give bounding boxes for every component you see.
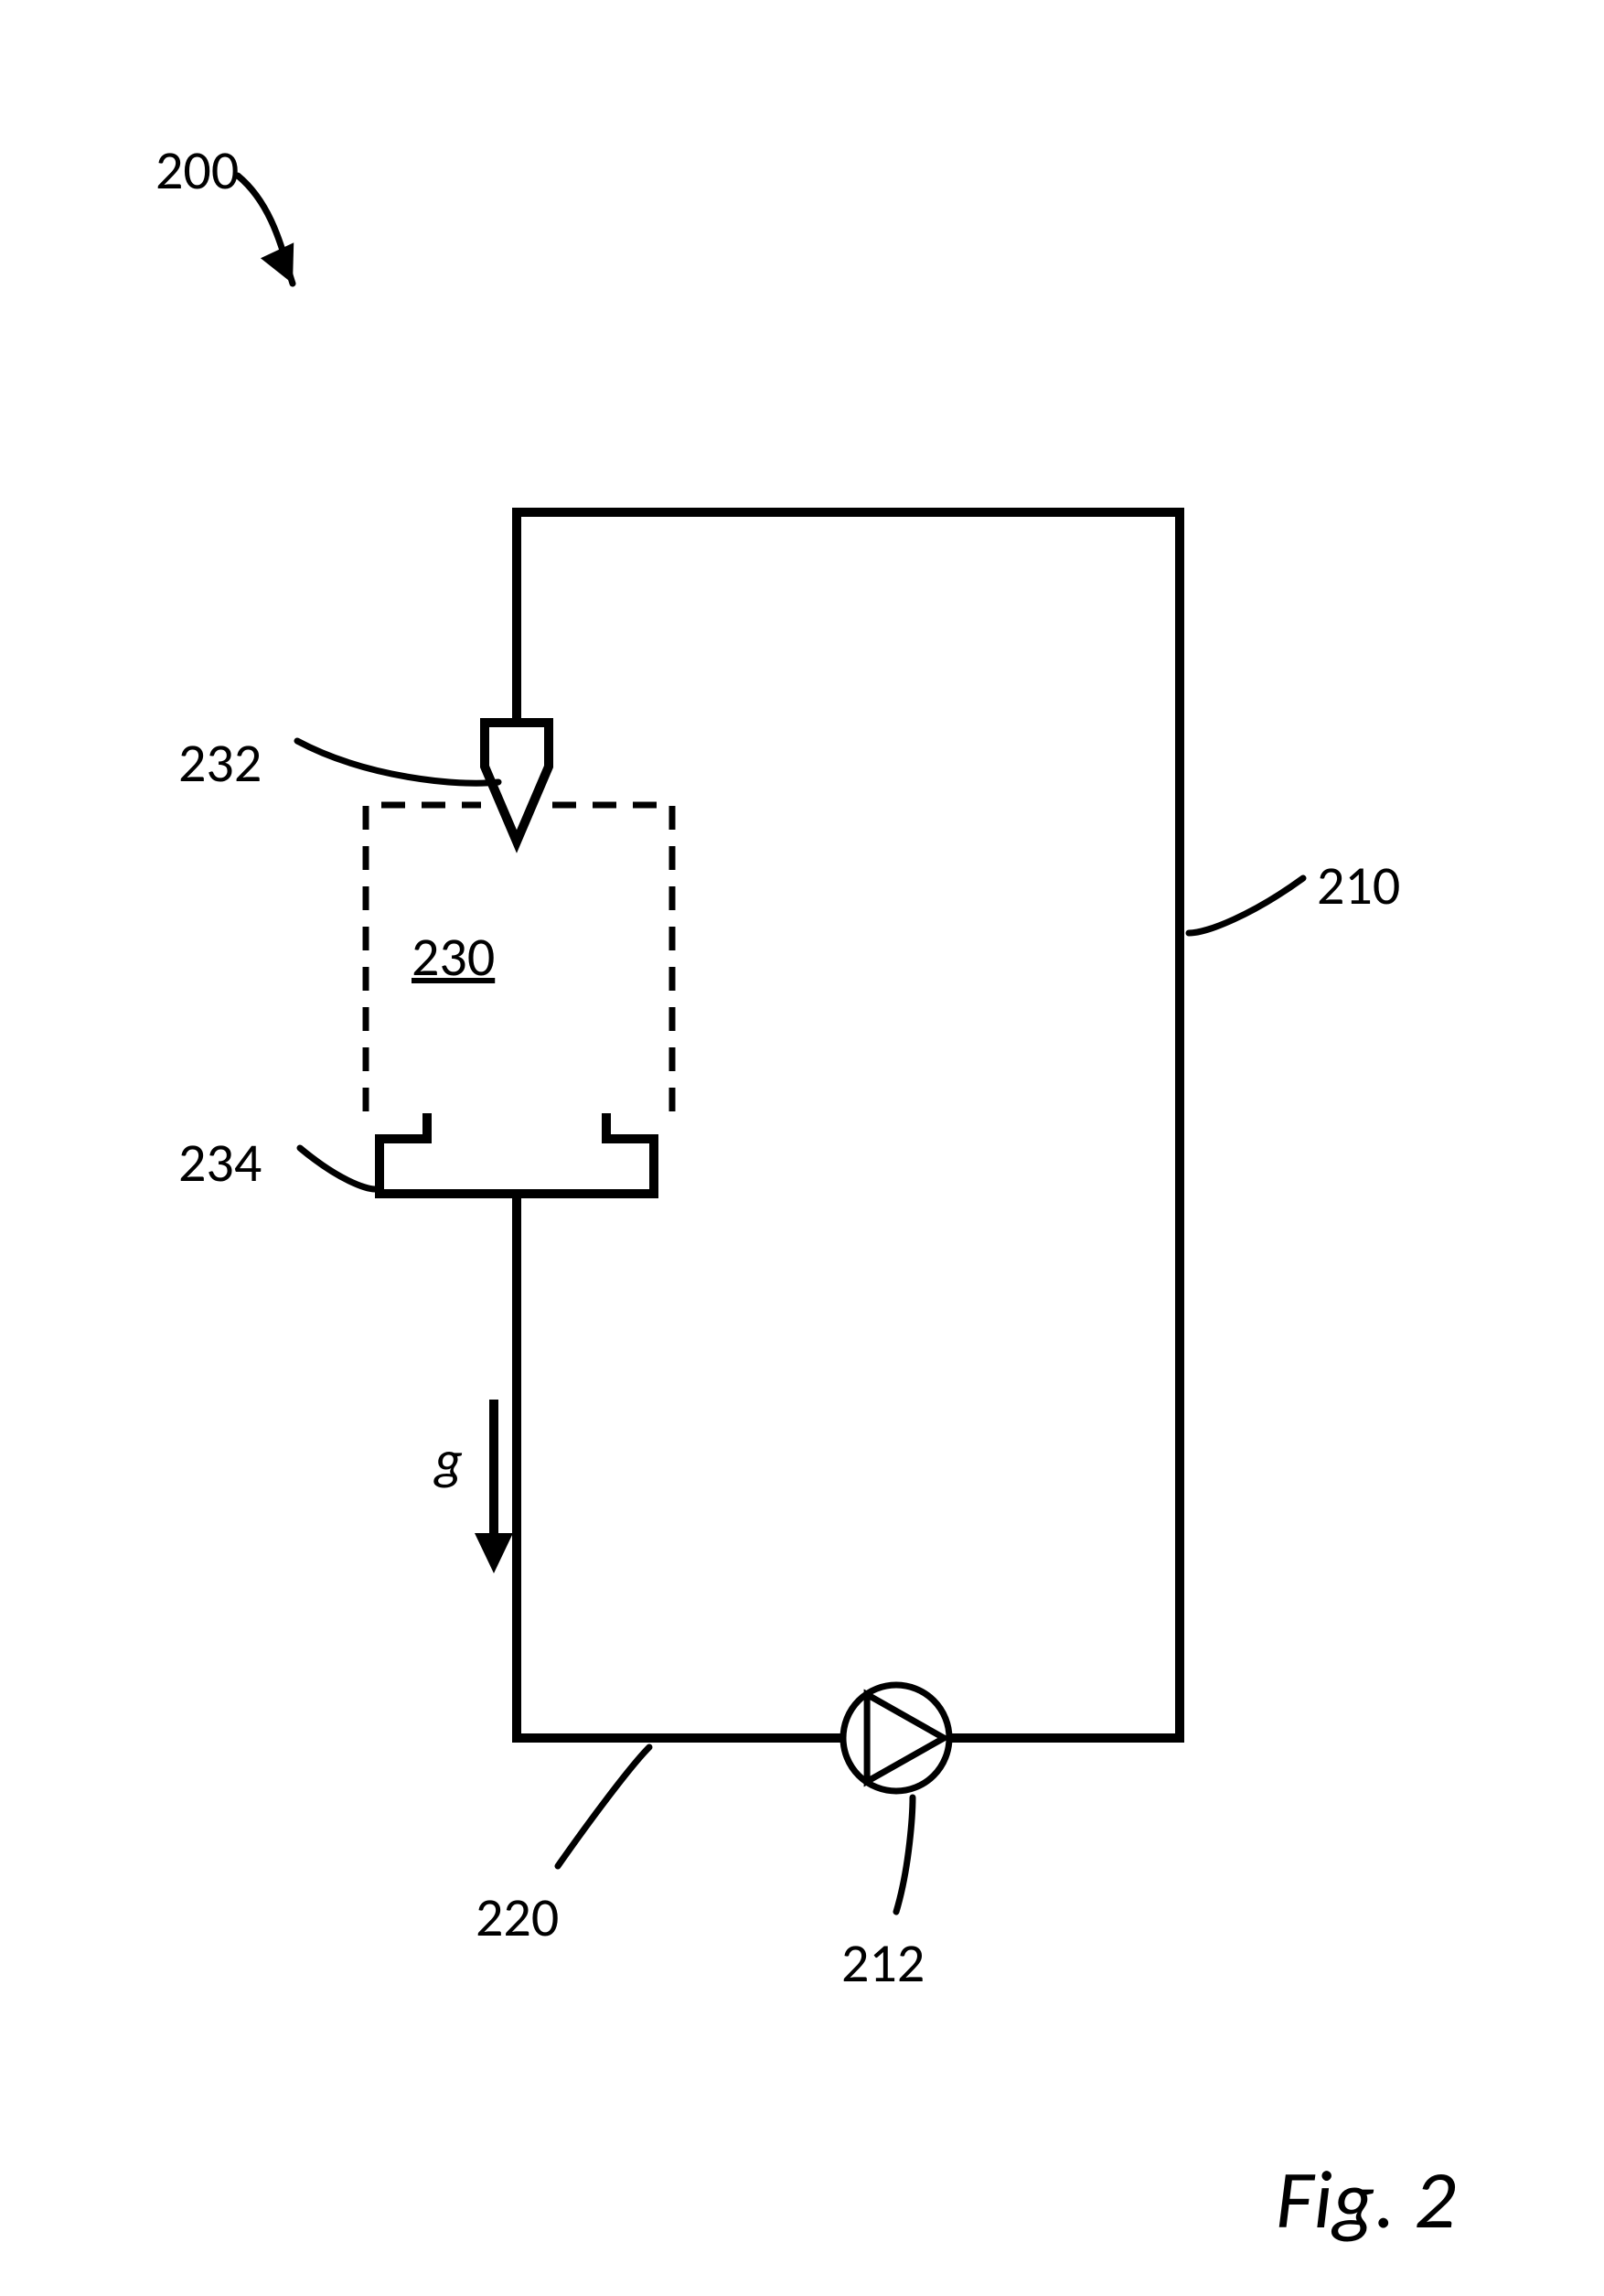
label-232: 232 (178, 730, 262, 797)
gravity-arrow-head (475, 1533, 513, 1573)
label-gravity: g (434, 1427, 463, 1494)
leader-l232 (297, 741, 498, 783)
figure-caption: Fig. 2 (1276, 2150, 1456, 2250)
label-200: 200 (155, 137, 239, 204)
leader-l234 (300, 1148, 375, 1189)
diagram-canvas: 200 210 212 220 230 232 234 g Fig. 2 (0, 0, 1604, 2296)
leader-l210 (1189, 878, 1303, 933)
leader-l220 (558, 1747, 649, 1866)
leader-l212 (896, 1797, 913, 1912)
label-234: 234 (178, 1130, 262, 1196)
label-230: 230 (412, 924, 495, 991)
leader-l200-arrowhead (261, 242, 294, 284)
pump-icon (843, 1685, 949, 1791)
label-220: 220 (476, 1884, 559, 1951)
label-210: 210 (1317, 853, 1400, 919)
label-212: 212 (841, 1930, 925, 1997)
